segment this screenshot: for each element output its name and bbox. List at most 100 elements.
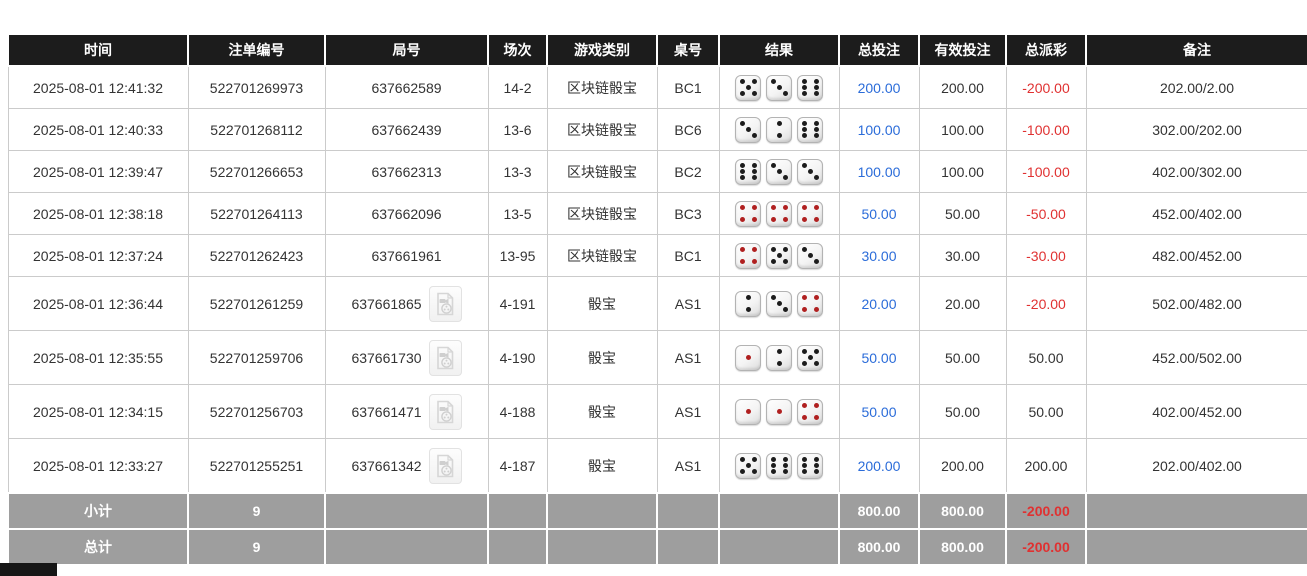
cell-game-type: 区块链骰宝 — [546, 108, 658, 151]
total-empty-cell — [546, 528, 658, 566]
cell-total-bet: 30.00 — [838, 234, 920, 277]
round-id-text: 637662096 — [371, 206, 442, 223]
dice-result-group — [735, 452, 823, 479]
total-row: 总计 9 800.00 800.00 -200.00 — [7, 528, 1307, 566]
die-5-icon — [735, 452, 761, 479]
subtotal-valid-bet: 800.00 — [918, 492, 1007, 530]
cell-table-no: BC6 — [656, 108, 720, 151]
table-row: 2025-08-01 12:34:15 522701256703 6376614… — [7, 384, 1307, 439]
cell-round-id: 637662589 — [324, 65, 489, 109]
round-id-text: 637662313 — [371, 164, 442, 181]
die-3-icon — [797, 242, 823, 269]
cell-game-type: 区块链骰宝 — [546, 192, 658, 235]
total-bet-link[interactable]: 20.00 — [861, 295, 897, 312]
cell-game-type: 区块链骰宝 — [546, 65, 658, 109]
table-row: 2025-08-01 12:35:55 522701259706 6376617… — [7, 330, 1307, 385]
die-6-icon — [766, 452, 792, 479]
table-body: 2025-08-01 12:41:32 522701269973 6376625… — [7, 65, 1307, 494]
total-bet-link[interactable]: 50.00 — [861, 205, 897, 222]
cell-payout: -100.00 — [1005, 150, 1087, 193]
cell-time: 2025-08-01 12:38:18 — [7, 192, 189, 235]
cell-game-type: 骰宝 — [546, 276, 658, 331]
total-payout: -200.00 — [1005, 528, 1087, 566]
cell-total-bet: 20.00 — [838, 276, 920, 331]
cell-valid-bet: 50.00 — [918, 192, 1007, 235]
total-total-bet: 800.00 — [838, 528, 920, 566]
cell-valid-bet: 50.00 — [918, 330, 1007, 385]
dice-result-group — [735, 74, 823, 101]
cell-game-type: 骰宝 — [546, 384, 658, 439]
total-label: 总计 — [7, 528, 189, 566]
cell-session: 14-2 — [487, 65, 548, 109]
cell-valid-bet: 100.00 — [918, 108, 1007, 151]
cell-remark: 452.00/502.00 — [1085, 330, 1307, 385]
cell-bet-id: 522701269973 — [187, 65, 326, 109]
die-5-icon — [797, 344, 823, 371]
cell-table-no: AS1 — [656, 330, 720, 385]
total-bet-link[interactable]: 30.00 — [861, 247, 897, 264]
die-5-icon — [735, 74, 761, 101]
cell-total-bet: 50.00 — [838, 330, 920, 385]
table-row: 2025-08-01 12:33:27 522701255251 6376613… — [7, 438, 1307, 494]
total-bet-link[interactable]: 200.00 — [857, 79, 901, 96]
cell-bet-id: 522701268112 — [187, 108, 326, 151]
video-replay-button[interactable] — [428, 393, 462, 430]
video-replay-button[interactable] — [428, 339, 462, 376]
cell-round-id: 637662313 — [324, 150, 489, 193]
total-valid-bet: 800.00 — [918, 528, 1007, 566]
total-bet-link[interactable]: 50.00 — [861, 349, 897, 366]
cell-total-bet: 50.00 — [838, 192, 920, 235]
die-6-icon — [797, 74, 823, 101]
cell-valid-bet: 100.00 — [918, 150, 1007, 193]
cell-result — [718, 192, 840, 235]
cell-result — [718, 330, 840, 385]
subtotal-total-bet: 800.00 — [838, 492, 920, 530]
video-replay-button[interactable] — [428, 447, 462, 484]
cell-game-type: 区块链骰宝 — [546, 234, 658, 277]
cell-remark: 202.00/2.00 — [1085, 65, 1307, 109]
col-header-session: 场次 — [487, 33, 548, 67]
bottom-cutoff-bar — [0, 563, 57, 576]
subtotal-count: 9 — [187, 492, 326, 530]
total-bet-link[interactable]: 100.00 — [857, 121, 901, 138]
round-id-text: 637662589 — [371, 80, 442, 97]
total-bet-link[interactable]: 100.00 — [857, 163, 901, 180]
die-1-icon — [735, 344, 761, 371]
col-header-payout: 总派彩 — [1005, 33, 1087, 67]
subtotal-empty-cell — [324, 492, 489, 530]
cell-total-bet: 50.00 — [838, 384, 920, 439]
cell-remark: 302.00/202.00 — [1085, 108, 1307, 151]
subtotal-payout: -200.00 — [1005, 492, 1087, 530]
die-2-icon — [735, 290, 761, 317]
total-bet-link[interactable]: 200.00 — [857, 457, 901, 474]
cell-time: 2025-08-01 12:39:47 — [7, 150, 189, 193]
cell-bet-id: 522701256703 — [187, 384, 326, 439]
cell-result — [718, 65, 840, 109]
cell-remark: 402.00/302.00 — [1085, 150, 1307, 193]
video-replay-button[interactable] — [428, 285, 462, 322]
cell-result — [718, 438, 840, 494]
cell-game-type: 骰宝 — [546, 330, 658, 385]
cell-payout: 50.00 — [1005, 384, 1087, 439]
cell-result — [718, 276, 840, 331]
table-row: 2025-08-01 12:39:47 522701266653 6376623… — [7, 150, 1307, 193]
col-header-round-id: 局号 — [324, 33, 489, 67]
cell-time: 2025-08-01 12:35:55 — [7, 330, 189, 385]
col-header-remark: 备注 — [1085, 33, 1307, 67]
total-bet-link[interactable]: 50.00 — [861, 403, 897, 420]
cell-table-no: BC1 — [656, 65, 720, 109]
total-empty-cell — [1085, 528, 1307, 566]
cell-payout: -50.00 — [1005, 192, 1087, 235]
cell-total-bet: 100.00 — [838, 108, 920, 151]
cell-round-id: 637661961 — [324, 234, 489, 277]
die-4-icon — [766, 200, 792, 227]
die-3-icon — [797, 158, 823, 185]
cell-round-id: 637662096 — [324, 192, 489, 235]
total-empty-cell — [656, 528, 720, 566]
table-row: 2025-08-01 12:36:44 522701261259 6376618… — [7, 276, 1307, 331]
die-3-icon — [766, 290, 792, 317]
subtotal-empty-cell — [656, 492, 720, 530]
cell-table-no: BC1 — [656, 234, 720, 277]
table-footer: 小计 9 800.00 800.00 -200.00 总计 9 — [7, 492, 1307, 566]
